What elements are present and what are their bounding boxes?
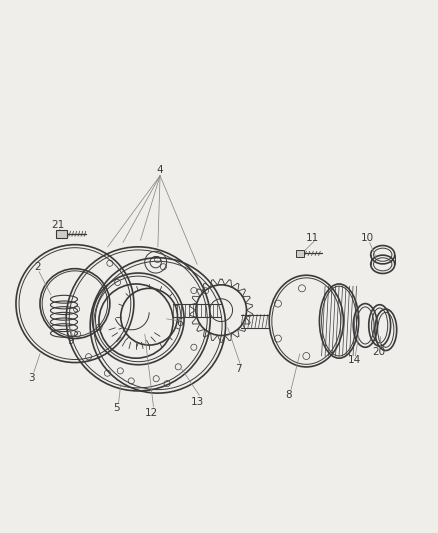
Text: 20: 20 xyxy=(372,346,385,357)
Text: 11: 11 xyxy=(306,233,319,243)
Text: 14: 14 xyxy=(348,356,361,365)
Text: 6: 6 xyxy=(177,318,183,328)
Text: 8: 8 xyxy=(286,390,292,400)
Text: 5: 5 xyxy=(113,403,120,414)
Text: 2: 2 xyxy=(35,262,41,271)
Bar xyxy=(56,230,67,238)
Text: 12: 12 xyxy=(145,408,158,418)
Text: 13: 13 xyxy=(191,397,204,407)
Text: 9: 9 xyxy=(67,336,74,346)
Text: 7: 7 xyxy=(235,364,242,374)
Text: 10: 10 xyxy=(361,233,374,243)
Text: 4: 4 xyxy=(157,165,163,175)
Text: 21: 21 xyxy=(51,220,64,230)
Text: 3: 3 xyxy=(28,373,35,383)
Bar xyxy=(296,250,304,257)
